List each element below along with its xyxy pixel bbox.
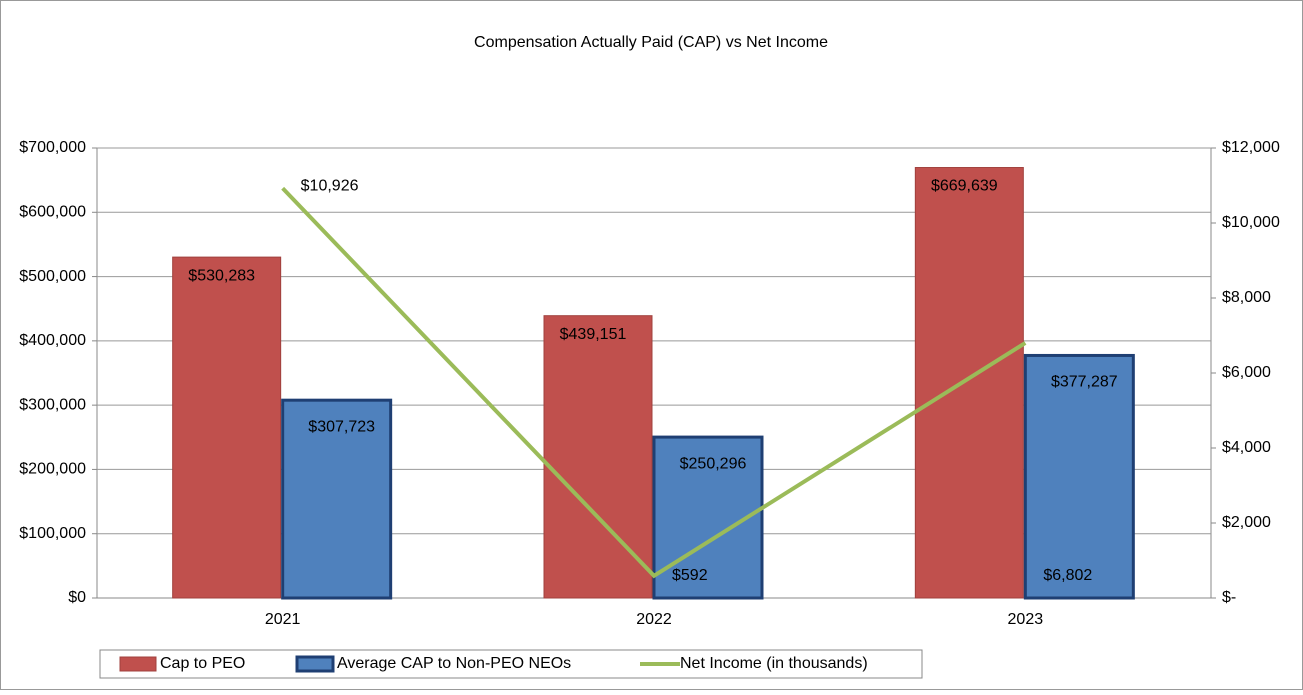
chart-title: Compensation Actually Paid (CAP) vs Net … bbox=[474, 34, 828, 51]
data-label: $10,926 bbox=[301, 177, 359, 194]
y2-tick-label: $6,000 bbox=[1222, 364, 1271, 381]
y-tick-label: $100,000 bbox=[19, 525, 86, 542]
y-tick-label: $200,000 bbox=[19, 461, 86, 478]
x-tick-label: 2023 bbox=[1008, 611, 1044, 628]
data-label: $530,283 bbox=[188, 267, 255, 284]
x-tick-label: 2022 bbox=[636, 611, 672, 628]
bar bbox=[172, 256, 282, 599]
data-label: $439,151 bbox=[560, 326, 627, 343]
y2-tick-label: $4,000 bbox=[1222, 439, 1271, 456]
x-tick-label: 2021 bbox=[265, 611, 301, 628]
data-label: $250,296 bbox=[680, 455, 747, 472]
legend-swatch bbox=[119, 656, 157, 672]
y-tick-label: $700,000 bbox=[19, 139, 86, 156]
data-label: $377,287 bbox=[1051, 374, 1118, 391]
data-label: $592 bbox=[672, 567, 708, 584]
data-label: $669,639 bbox=[931, 178, 998, 195]
y-tick-label: $300,000 bbox=[19, 396, 86, 413]
line bbox=[281, 186, 1027, 579]
y-tick-label: $400,000 bbox=[19, 332, 86, 349]
y2-tick-label: $2,000 bbox=[1222, 514, 1271, 531]
y-tick-label: $0 bbox=[68, 589, 86, 606]
bar bbox=[281, 398, 393, 600]
bar bbox=[543, 315, 653, 599]
bar bbox=[914, 167, 1024, 599]
legend-label: Cap to PEO bbox=[160, 655, 245, 672]
bar bbox=[1023, 353, 1135, 600]
y-tick-label: $600,000 bbox=[19, 204, 86, 221]
legend-swatch bbox=[295, 655, 335, 673]
y2-tick-label: $10,000 bbox=[1222, 214, 1280, 231]
legend-label: Net Income (in thousands) bbox=[680, 655, 868, 672]
legend-label: Average CAP to Non-PEO NEOs bbox=[337, 655, 571, 672]
y-tick-label: $500,000 bbox=[19, 268, 86, 285]
y2-tick-label: $8,000 bbox=[1222, 289, 1271, 306]
y2-tick-label: $12,000 bbox=[1222, 139, 1280, 156]
y2-tick-label: $- bbox=[1222, 589, 1236, 606]
data-label: $307,723 bbox=[308, 418, 375, 435]
data-label: $6,802 bbox=[1043, 567, 1092, 584]
legend-box bbox=[99, 649, 923, 679]
